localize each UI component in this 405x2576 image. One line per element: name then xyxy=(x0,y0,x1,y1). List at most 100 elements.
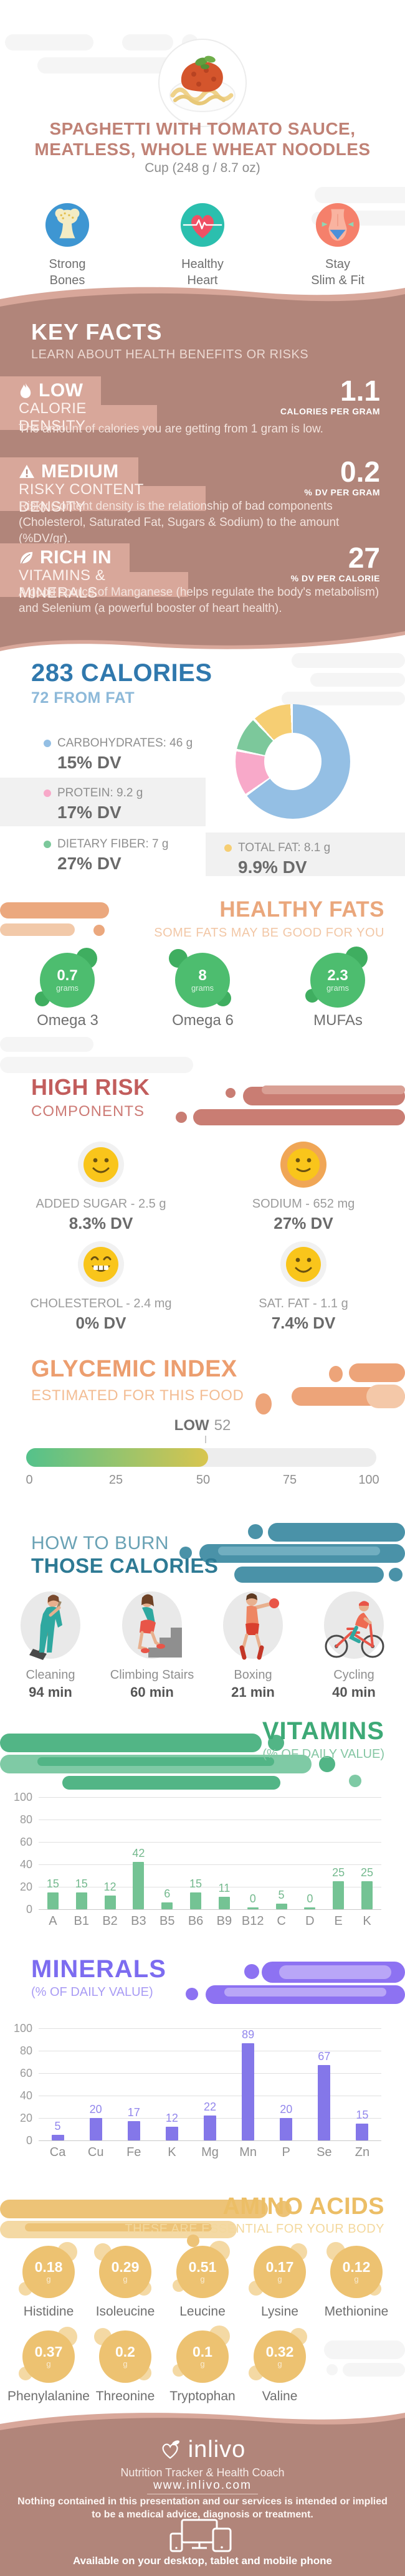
benefit-stay-slim-fit: Stay Slim & Fit xyxy=(288,202,388,289)
deco-blob-green xyxy=(319,1756,335,1772)
deco-blob-teal xyxy=(248,1524,263,1539)
flame-icon xyxy=(20,383,31,398)
disclaimer: Nothing contained in this presentation a… xyxy=(17,2496,388,2520)
fact-rich-level-chip: RICH IN xyxy=(0,543,130,572)
fat-color-dot xyxy=(224,844,232,852)
calories-title: 283 CALORIES xyxy=(31,659,212,687)
deco-blob-teal xyxy=(218,1547,380,1555)
fact-low-level-chip: LOW xyxy=(0,376,101,405)
activity-cleaning: Cleaning 94 min xyxy=(0,1588,101,1701)
burn-title-line2: THOSE CALORIES xyxy=(31,1554,219,1577)
deco-blob-teal xyxy=(268,1523,405,1542)
deco-blob-teal xyxy=(179,1547,192,1559)
deco-blob xyxy=(5,34,93,50)
deco-blob-rose xyxy=(262,1085,405,1094)
keyfacts-subtitle: LEARN ABOUT HEALTH BENEFITS OR RISKS xyxy=(31,348,309,361)
bar-mineral-P xyxy=(280,2118,293,2140)
bone-icon xyxy=(45,203,90,247)
macro-donut-chart xyxy=(236,704,350,819)
bar-vitamin-C xyxy=(275,1904,287,1909)
minerals-x-labels: Ca Cu Fe K Mg Mn P Se Zn xyxy=(49,2145,370,2159)
burn-title-line1: HOW TO BURN xyxy=(31,1533,169,1553)
bar-mineral-Fe xyxy=(127,2121,140,2140)
fact-low-unit: CALORIES PER GRAM xyxy=(280,406,380,416)
legend-item-fat: TOTAL FAT: 8.1 g 9.9% DV xyxy=(224,841,330,877)
minerals-title: MINERALS xyxy=(31,1955,166,1983)
bar-vitamin-B9 xyxy=(218,1897,230,1909)
tryptophan-label: Tryptophan xyxy=(169,2389,236,2403)
methionine-label: Methionine xyxy=(324,2304,389,2319)
fact-medium-category-chip: RISKY CONTENT DENSITY xyxy=(0,481,206,515)
page-title: SPAGHETTI WITH TOMATO SAUCE, MEATLESS, W… xyxy=(0,118,405,160)
deco-blob-yellow xyxy=(0,2200,268,2218)
food-photo-spaghetti xyxy=(158,39,247,127)
protein-dv: 17% DV xyxy=(57,803,122,822)
brand-url: www.inlivo.com xyxy=(0,2479,405,2494)
bar-vitamin-B2 xyxy=(104,1896,116,1909)
fact-medium-unit: % DV PER GRAM xyxy=(304,487,380,497)
risk-card-cholesterol: CHOLESTEROL - 2.4 mg 0% DV xyxy=(14,1240,188,1333)
deco-blob-rose xyxy=(226,1088,236,1098)
deco-blob-rose xyxy=(176,1112,187,1123)
fact-rich-value: 27 xyxy=(348,541,380,574)
isoleucine-badge: 0.29 g xyxy=(94,2243,151,2298)
bar-vitamin-B3 xyxy=(133,1862,145,1909)
glycemic-pointer-tick xyxy=(205,1436,206,1443)
omega3-badge: 0.7 grams xyxy=(35,948,97,1008)
page-title-line1: SPAGHETTI WITH TOMATO SAUCE, xyxy=(49,119,356,138)
phenylalanine-label: Phenylalanine xyxy=(7,2389,90,2403)
deco-blob-purple xyxy=(244,1964,259,1979)
deco-blob-purple xyxy=(279,1965,391,1979)
smiley-smile-icon xyxy=(280,1241,326,1287)
protein-color-dot xyxy=(44,789,51,797)
donut-hole xyxy=(264,733,322,790)
lysine-label: Lysine xyxy=(261,2304,298,2319)
deco-blob xyxy=(0,1057,193,1073)
deco-blob-yellow xyxy=(275,2201,292,2217)
deco-blob-green xyxy=(62,1776,280,1790)
brand-logo: inlivo xyxy=(0,2436,405,2463)
deco-blob-orange xyxy=(0,923,75,936)
benefit-healthy-heart: Healthy Heart xyxy=(153,202,252,289)
fact-low-description: The amount of calories you are getting f… xyxy=(19,422,323,436)
risk-card-added-sugar: ADDED SUGAR - 2.5 g 8.3% DV xyxy=(14,1140,188,1233)
benefit-label: Strong Bones xyxy=(49,257,86,287)
fiber-color-dot xyxy=(44,841,51,848)
carbs-color-dot xyxy=(44,740,51,747)
isoleucine-label: Isoleucine xyxy=(95,2304,155,2319)
leaf-icon xyxy=(20,551,33,564)
slim-body-icon xyxy=(315,203,360,247)
legend-item-protein: PROTEIN: 9.2 g 17% DV xyxy=(44,786,143,823)
keyfacts-bottom-wave xyxy=(0,626,405,651)
deco-blob-orange xyxy=(93,925,105,936)
bar-vitamin-A xyxy=(47,1892,59,1909)
omega3-label: Omega 3 xyxy=(37,1012,98,1029)
risk-card-sodium: SODIUM - 652 mg 27% DV xyxy=(216,1140,391,1233)
minerals-bars: 5 20 17 12 22 89 20 67 15 xyxy=(39,2028,381,2140)
page-title-line2: MEATLESS, WHOLE WHEAT NOODLES xyxy=(34,140,371,159)
methionine-badge: 0.12 g xyxy=(326,2242,383,2298)
keyfacts-top-wave xyxy=(0,287,405,318)
mufas-badge: 2.3 grams xyxy=(305,947,368,1008)
deco-blob xyxy=(0,1037,93,1052)
heart-ecg-icon xyxy=(180,203,225,247)
healthy-fats-subtitle: SOME FATS MAY BE GOOD FOR YOU xyxy=(154,926,384,940)
bar-vitamin-B1 xyxy=(75,1892,87,1909)
deco-blob-purple xyxy=(224,1988,386,1996)
benefit-label: Healthy Heart xyxy=(181,257,224,287)
deco-blob-orange xyxy=(0,902,109,918)
climbing-stairs-icon xyxy=(122,1591,182,1659)
fact-medium-description: Risky Content density is the relationshi… xyxy=(19,500,340,545)
high-risk-title: HIGH RISK xyxy=(31,1074,150,1100)
valine-label: Valine xyxy=(262,2389,298,2403)
bar-vitamin-B5 xyxy=(161,1902,173,1909)
legend-item-carbohydrates: CARBOHYDRATES: 46 g 15% DV xyxy=(44,737,193,773)
glycemic-subtitle: ESTIMATED FOR THIS FOOD xyxy=(31,1387,244,1404)
serving-size: Cup (248 g / 8.7 oz) xyxy=(145,161,260,175)
amino-acids-subtitle: THESE ARE ESSENTIAL FOR YOUR BODY xyxy=(125,2222,384,2236)
deco-blob-yellow xyxy=(25,2223,212,2231)
vitamins-bars: 15 15 12 42 6 15 11 0 5 0 25 25 xyxy=(39,1797,381,1909)
availability-note: Available on your desktop, tablet and mo… xyxy=(73,2555,332,2567)
